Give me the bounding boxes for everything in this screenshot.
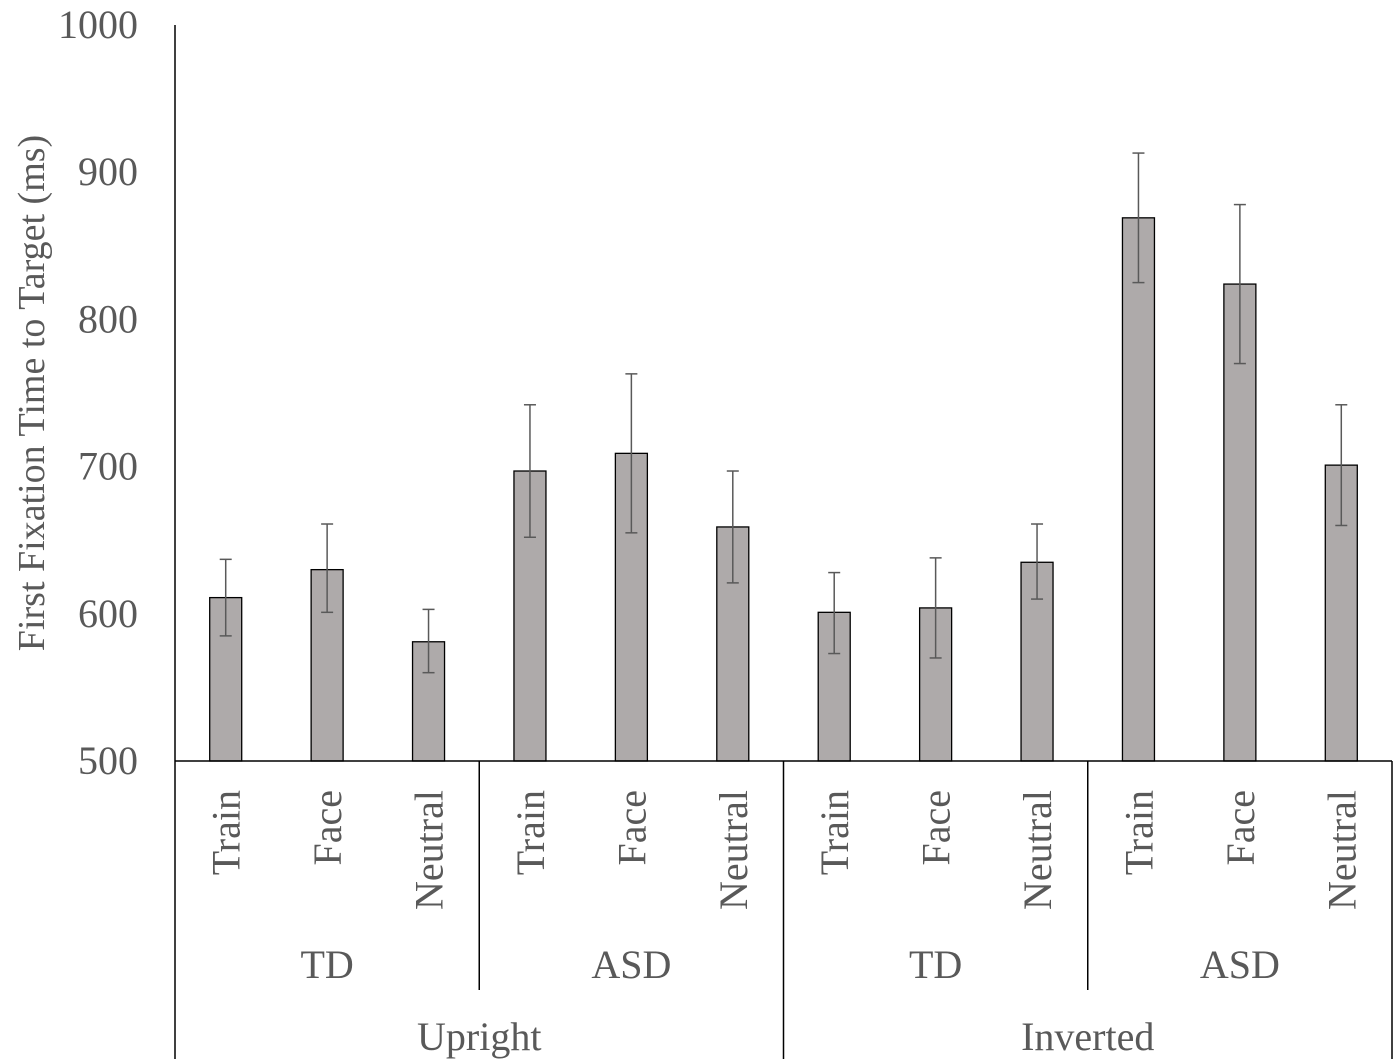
error-bar [321, 523, 334, 614]
error-bar [929, 557, 942, 659]
error-bar [1335, 404, 1348, 527]
category-label: Train [812, 790, 857, 875]
supergroup-label: Upright [417, 1014, 541, 1059]
error-bar [726, 470, 739, 584]
category-label: Train [204, 790, 249, 875]
y-axis-tick-labels: 500 600 700 800 900 1000 [58, 2, 138, 783]
y-tick-label: 500 [78, 738, 138, 783]
category-labels: Train Face Neutral Train Face Neutral Train Fac… [204, 790, 1365, 910]
y-tick-label: 900 [78, 149, 138, 194]
error-bars-layer [219, 152, 1348, 674]
category-label: Neutral [711, 790, 756, 910]
category-label: Train [1116, 790, 1161, 875]
category-label: Neutral [1015, 790, 1060, 910]
bar [1121, 217, 1156, 762]
category-label: Face [914, 790, 959, 866]
y-tick-label: 700 [78, 444, 138, 489]
y-tick-label: 800 [78, 296, 138, 341]
group-label: ASD [591, 942, 671, 987]
error-bar [625, 373, 638, 534]
y-tick-label: 1000 [58, 2, 138, 47]
error-bar [1031, 523, 1044, 600]
supergroup-label: Inverted [1021, 1014, 1154, 1059]
error-bar [1233, 203, 1246, 365]
y-axis-title: First Fixation Time to Target (ms) [11, 135, 53, 651]
category-label: Neutral [407, 790, 452, 910]
group-label: ASD [1200, 942, 1280, 987]
y-tick-label: 600 [78, 591, 138, 636]
category-label: Face [305, 790, 350, 866]
supergroup-labels: Upright Inverted [417, 1014, 1154, 1059]
group-labels: TD ASD TD ASD [300, 942, 1279, 987]
error-bar [828, 571, 841, 655]
category-label: Train [508, 790, 553, 875]
bars-layer [209, 217, 1358, 762]
axes-layer [174, 25, 1393, 1059]
category-label: Face [1218, 790, 1263, 866]
error-bar [1132, 152, 1145, 284]
error-bar [523, 404, 536, 539]
group-label: TD [300, 942, 353, 987]
error-bar [422, 608, 435, 674]
error-bar [219, 558, 232, 637]
bar [513, 470, 547, 762]
category-label: Neutral [1319, 790, 1364, 910]
group-label: TD [909, 942, 962, 987]
category-label: Face [609, 790, 654, 866]
